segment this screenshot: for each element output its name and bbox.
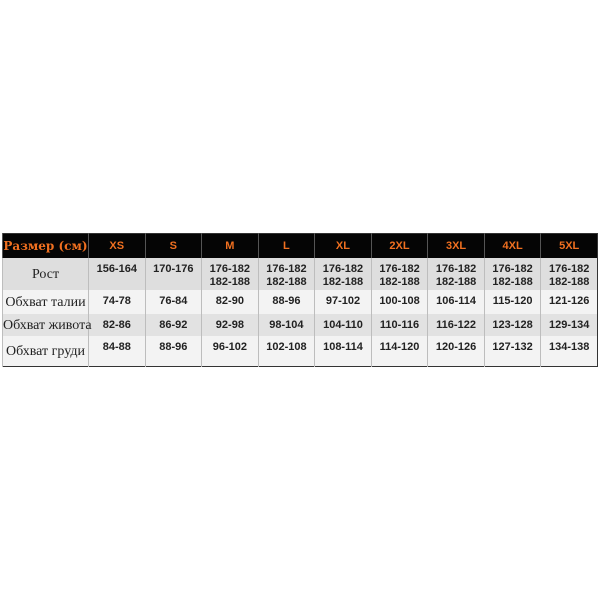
row-label: Обхват живота [2,314,92,336]
cell-value: 176-182 [266,263,307,275]
table-cell: 170-176 [144,258,202,290]
table-cell: 108-114 [314,336,372,367]
cell-value: 156-164 [96,263,137,275]
header-size-l: L [257,233,315,258]
cell-value: 115-120 [492,295,533,307]
table-cell: 115-120 [483,290,541,314]
table-cell: 156-164 [88,258,146,290]
cell-value: 176-182 [322,263,364,275]
table-cell: 88-96 [144,336,202,367]
cell-value: 92-98 [215,319,244,331]
table-cell: 82-90 [201,290,259,314]
header-row: Размер (см) XS S M L XL 2XL 3XL 4XL 5XL [2,233,598,258]
table-cell: 104-110 [314,314,372,336]
table-cell: 110-116 [370,314,428,336]
table-cell: 120-126 [427,336,485,367]
cell-value: 82-86 [102,319,131,331]
header-size-xl: XL [314,233,372,258]
table-cell: 176-182 182-188 [427,258,485,290]
cell-value: 96-102 [212,341,247,353]
table-cell: 116-122 [427,314,485,336]
cell-value: 86-92 [159,319,188,331]
cell-value: 170-176 [153,263,194,275]
cell-value: 106-114 [436,295,476,307]
table-cell: 176-182 182-188 [314,258,372,290]
cell-value: 176-182 [209,263,251,275]
table-row: Обхват талии 74-78 76-84 82-90 88-96 97-102 10… [2,290,598,314]
table-cell: 100-108 [370,290,428,314]
table-cell: 129-134 [540,314,598,336]
cell-value: 74-78 [102,295,131,307]
size-chart-table: Размер (см) XS S M L XL 2XL 3XL 4XL 5XL Рост 156-1… [2,233,598,367]
header-size-xs: XS [88,233,146,258]
cell-value: 182-188 [379,276,420,288]
cell-value: 127-132 [492,341,533,353]
table-cell: 86-92 [144,314,202,336]
cell-value: 84-88 [102,341,131,353]
cell-value: 88-96 [159,341,188,353]
table-cell: 176-182 182-188 [540,258,598,290]
table-cell: 76-84 [144,290,202,314]
cell-value: 134-138 [549,341,590,353]
table-cell: 127-132 [483,336,541,367]
cell-value: 123-128 [492,319,533,331]
cell-value: 110-116 [379,319,420,331]
table-cell: 176-182 182-188 [483,258,541,290]
cell-value: 182-188 [322,276,364,288]
cell-value: 97-102 [325,295,361,307]
header-size-4xl: 4XL [483,233,541,258]
header-size-3xl: 3XL [427,233,485,258]
cell-value: 100-108 [379,295,420,307]
table-cell: 121-126 [540,290,598,314]
cell-value: 88-96 [272,295,301,307]
table-cell: 106-114 [427,290,485,314]
table-cell: 88-96 [257,290,315,314]
cell-value: 76-84 [159,295,188,307]
table-cell: 97-102 [314,290,372,314]
table-cell: 98-104 [257,314,315,336]
row-label: Обхват груди [2,336,89,367]
header-size-m: M [201,233,259,258]
table-cell: 176-182 182-188 [201,258,259,290]
row-label: Рост [2,258,89,290]
header-size-2xl: 2XL [370,233,428,258]
table-cell: 92-98 [201,314,259,336]
cell-value: 182-188 [435,276,477,288]
cell-value: 182-188 [492,276,533,288]
row-label: Обхват талии [2,290,89,314]
cell-value: 108-114 [323,341,363,353]
cell-value: 182-188 [266,276,307,288]
table-row: Обхват живота 82-86 86-92 92-98 98-104 104-11… [2,314,598,336]
cell-value: 120-126 [435,341,477,353]
header-size-label: Размер (см) [2,233,89,258]
table-cell: 134-138 [540,336,598,367]
cell-value: 121-126 [549,295,590,307]
table-cell: 74-78 [88,290,146,314]
cell-value: 98-104 [269,319,304,331]
table-cell: 84-88 [88,336,146,367]
table-cell: 176-182 182-188 [370,258,428,290]
cell-value: 102-108 [266,341,307,353]
table-row: Обхват груди 84-88 88-96 96-102 102-108 108-1… [2,336,598,367]
cell-value: 114-120 [379,341,420,353]
cell-value: 176-182 [379,263,420,275]
table-cell: 123-128 [483,314,541,336]
header-size-5xl: 5XL [540,233,598,258]
cell-value: 129-134 [549,319,590,331]
table-cell: 102-108 [257,336,315,367]
table-cell: 82-86 [88,314,146,336]
cell-value: 104-110 [323,319,363,331]
table-row: Рост 156-164 170-176 176-182 182-188 176-182 1… [2,258,598,290]
cell-value: 176-182 [549,263,590,275]
table-cell: 176-182 182-188 [257,258,315,290]
cell-value: 182-188 [549,276,590,288]
header-size-s: S [144,233,202,258]
table-cell: 96-102 [201,336,259,367]
table-cell: 114-120 [370,336,428,367]
cell-value: 182-188 [209,276,251,288]
cell-value: 82-90 [215,295,244,307]
cell-value: 176-182 [492,263,533,275]
cell-value: 116-122 [436,319,476,331]
cell-value: 176-182 [435,263,477,275]
